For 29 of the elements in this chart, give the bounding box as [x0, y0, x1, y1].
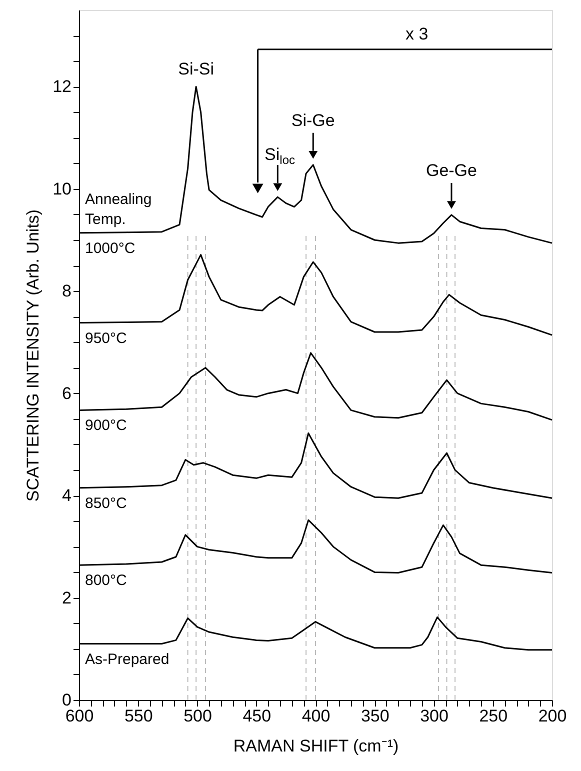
y-tick-label: 4	[62, 486, 72, 506]
series-label: As-Prepared	[85, 650, 170, 668]
x-tick-label: 450	[242, 706, 272, 726]
y-tick-label: 8	[62, 282, 72, 301]
x-tick-label: 600	[65, 706, 94, 726]
annotation: Ge-Ge	[426, 160, 478, 180]
x-tick-label: 250	[479, 706, 508, 726]
x-tick-label: 350	[360, 706, 390, 726]
x-tick-label: 300	[420, 706, 448, 726]
y-tick-label: 10	[52, 179, 72, 198]
y-tick-label: 6	[62, 384, 72, 403]
x-axis-title: RAMAN SHIFT (cm⁻¹)	[233, 736, 399, 756]
annotation: Si-Ge	[291, 110, 335, 130]
legend-title: Annealing Temp.	[85, 190, 152, 228]
y-tick-label: 0	[62, 690, 72, 710]
ref-line-label: x 3	[406, 24, 428, 44]
x-tick-label: 200	[538, 706, 567, 726]
x-tick-label: 400	[302, 706, 330, 726]
y-axis-title: SCATTERING INTENSITY (Arb. Units)	[24, 209, 43, 502]
series-label: 950°C	[85, 330, 128, 347]
series-label: 850°C	[85, 494, 128, 512]
x-tick-label: 500	[184, 706, 212, 726]
annotation: Si-Si	[178, 60, 214, 79]
y-tick-label: 12	[52, 77, 72, 96]
series-label: 800°C	[85, 572, 128, 590]
series-label: 900°C	[85, 417, 128, 434]
series-label: 1000°C	[85, 240, 136, 257]
y-tick-label: 2	[62, 588, 72, 608]
x-tick-label: 550	[124, 706, 153, 726]
